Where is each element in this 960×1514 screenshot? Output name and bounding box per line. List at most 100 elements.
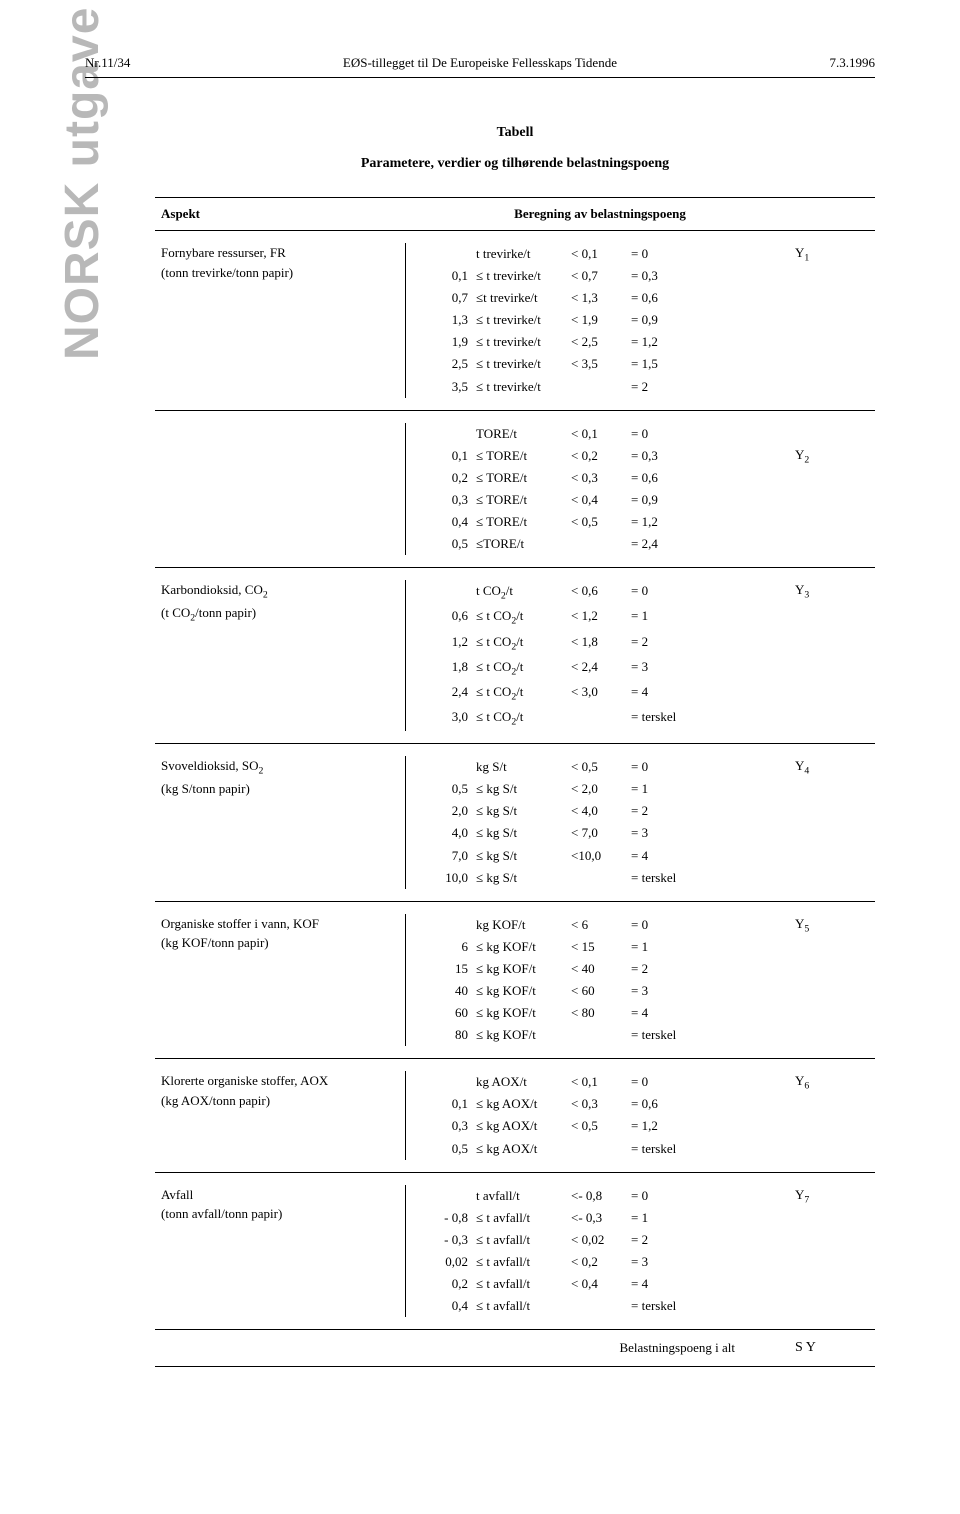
calc-col-c: < 0,4 — [571, 489, 631, 511]
calc-col-d: = terskel — [631, 867, 795, 889]
calc-col-a: 2,4 — [426, 681, 476, 706]
calc-col-b: ≤ kg S/t — [476, 845, 571, 867]
calc-cell: TORE/t< 0,1= 00,1≤ TORE/t< 0,2= 0,30,2≤ … — [405, 423, 795, 556]
calc-col-a — [426, 1071, 476, 1093]
aspect-line1: Organiske stoffer i vann, KOF — [161, 914, 405, 934]
footer-label: Belastningspoeng i alt — [619, 1340, 795, 1356]
calc-col-d: = 2 — [631, 376, 795, 398]
calc-col-b: ≤ t trevirke/t — [476, 376, 571, 398]
y-variable: Y6 — [795, 1071, 875, 1159]
calc-row: 3,0≤ t CO2/t= terskel — [426, 706, 795, 731]
calc-col-b: t avfall/t — [476, 1185, 571, 1207]
table-section: TORE/t< 0,1= 00,1≤ TORE/t< 0,2= 0,30,2≤ … — [155, 411, 875, 569]
calc-row: 0,7≤t trevirke/t< 1,3= 0,6 — [426, 287, 795, 309]
calc-col-c: < 0,4 — [571, 1273, 631, 1295]
calc-col-d: = 0 — [631, 580, 795, 605]
calc-col-c: < 40 — [571, 958, 631, 980]
aspect-cell: Svoveldioksid, SO2(kg S/tonn papir) — [155, 756, 405, 889]
aspect-line1: Karbondioksid, CO2 — [161, 580, 405, 603]
calc-col-c: <- 0,8 — [571, 1185, 631, 1207]
calc-col-d: = 0 — [631, 1185, 795, 1207]
calc-col-c: < 80 — [571, 1002, 631, 1024]
calc-col-a: 0,1 — [426, 445, 476, 467]
calc-col-d: = 0,9 — [631, 309, 795, 331]
calc-col-b: ≤ TORE/t — [476, 489, 571, 511]
calc-row: 6≤ kg KOF/t< 15= 1 — [426, 936, 795, 958]
calc-col-d: = 0,6 — [631, 467, 795, 489]
calc-col-c: < 0,2 — [571, 1251, 631, 1273]
calc-row: 1,8≤ t CO2/t< 2,4= 3 — [426, 656, 795, 681]
calc-col-a: 0,5 — [426, 778, 476, 800]
calc-col-b: ≤ t CO2/t — [476, 706, 571, 731]
calc-row: 60≤ kg KOF/t< 80= 4 — [426, 1002, 795, 1024]
calc-col-b: ≤ t avfall/t — [476, 1229, 571, 1251]
calc-col-c: < 15 — [571, 936, 631, 958]
aspect-line1: Klorerte organiske stoffer, AOX — [161, 1071, 405, 1091]
calc-col-a: 0,7 — [426, 287, 476, 309]
calc-col-a — [426, 243, 476, 265]
calc-col-b: ≤ kg KOF/t — [476, 958, 571, 980]
calc-row: 0,2≤ t avfall/t< 0,4= 4 — [426, 1273, 795, 1295]
aspect-line2: (kg S/tonn papir) — [161, 779, 405, 799]
calc-col-d: = 0,3 — [631, 265, 795, 287]
calc-col-a — [426, 580, 476, 605]
calc-col-c — [571, 706, 631, 731]
calc-col-b: kg KOF/t — [476, 914, 571, 936]
calc-col-b: ≤ kg KOF/t — [476, 1024, 571, 1046]
calc-col-a: 1,8 — [426, 656, 476, 681]
calc-col-a: 7,0 — [426, 845, 476, 867]
calc-col-c — [571, 376, 631, 398]
table-footer: Belastningspoeng i alt S Y — [155, 1330, 875, 1367]
calc-col-c: < 6 — [571, 914, 631, 936]
calc-col-d: = 0,3 — [631, 445, 795, 467]
calc-cell: kg AOX/t< 0,1= 00,1≤ kg AOX/t< 0,3= 0,60… — [405, 1071, 795, 1159]
calc-col-a: 0,1 — [426, 1093, 476, 1115]
calc-col-a: 6 — [426, 936, 476, 958]
calc-row: 1,9≤ t trevirke/t< 2,5= 1,2 — [426, 331, 795, 353]
aspect-line2: (t CO2/tonn papir) — [161, 603, 405, 626]
calc-col-a: 2,5 — [426, 353, 476, 375]
calc-col-c: < 0,3 — [571, 467, 631, 489]
calc-row: 7,0≤ kg S/t<10,0= 4 — [426, 845, 795, 867]
calc-col-a: 2,0 — [426, 800, 476, 822]
calc-col-c: < 0,2 — [571, 445, 631, 467]
calc-col-a: 15 — [426, 958, 476, 980]
header-right: 7.3.1996 — [830, 55, 876, 71]
calc-col-a: - 0,3 — [426, 1229, 476, 1251]
calc-col-b: ≤ kg S/t — [476, 822, 571, 844]
calc-col-b: ≤ t trevirke/t — [476, 353, 571, 375]
calc-col-d: = 3 — [631, 822, 795, 844]
aspect-cell: Avfall(tonn avfall/tonn papir) — [155, 1185, 405, 1318]
y-variable: Y5 — [795, 914, 875, 1047]
calc-col-a: 0,4 — [426, 511, 476, 533]
calc-col-c: < 0,5 — [571, 756, 631, 778]
calc-col-c: < 0,3 — [571, 1093, 631, 1115]
calc-col-c — [571, 1295, 631, 1317]
calc-col-a: 10,0 — [426, 867, 476, 889]
calc-row: 0,5≤TORE/t= 2,4 — [426, 533, 795, 555]
calc-col-b: kg AOX/t — [476, 1071, 571, 1093]
y-variable: Y1 — [795, 243, 875, 398]
aspect-cell: Organiske stoffer i vann, KOF(kg KOF/ton… — [155, 914, 405, 1047]
calc-row: - 0,8≤ t avfall/t<- 0,3= 1 — [426, 1207, 795, 1229]
calc-col-b: ≤ TORE/t — [476, 467, 571, 489]
calc-col-a — [426, 914, 476, 936]
calc-col-d: = 1 — [631, 1207, 795, 1229]
calc-col-b: ≤ t avfall/t — [476, 1251, 571, 1273]
calc-row: 1,3≤ t trevirke/t< 1,9= 0,9 — [426, 309, 795, 331]
calc-col-d: = 3 — [631, 656, 795, 681]
calc-col-d: = 2,4 — [631, 533, 795, 555]
col-header-calc: Beregning av belastningspoeng — [405, 206, 795, 222]
calc-row: 10,0≤ kg S/t= terskel — [426, 867, 795, 889]
calc-col-b: ≤ kg AOX/t — [476, 1138, 571, 1160]
calc-cell: t trevirke/t< 0,1= 00,1≤ t trevirke/t< 0… — [405, 243, 795, 398]
calc-col-c: < 0,02 — [571, 1229, 631, 1251]
calc-col-d: = 0,6 — [631, 287, 795, 309]
calc-col-c: < 0,5 — [571, 511, 631, 533]
calc-cell: t CO2/t< 0,6= 00,6≤ t CO2/t< 1,2= 11,2≤ … — [405, 580, 795, 731]
table-section: Svoveldioksid, SO2(kg S/tonn papir)kg S/… — [155, 744, 875, 902]
calc-col-c: < 3,5 — [571, 353, 631, 375]
calc-row: 2,5≤ t trevirke/t< 3,5= 1,5 — [426, 353, 795, 375]
calc-row: 0,3≤ TORE/t< 0,4= 0,9 — [426, 489, 795, 511]
calc-col-a: - 0,8 — [426, 1207, 476, 1229]
